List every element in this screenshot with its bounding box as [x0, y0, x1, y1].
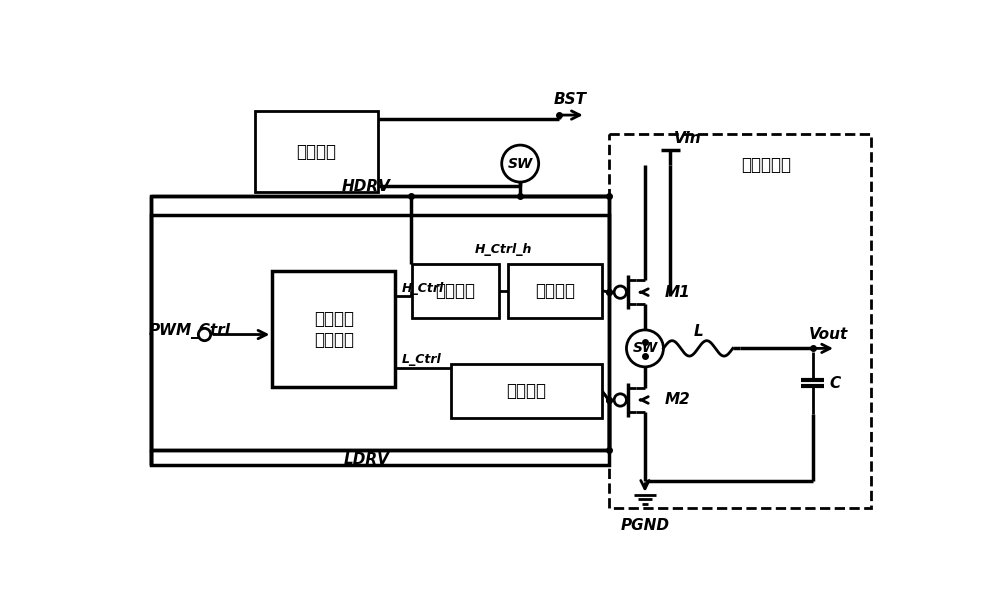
Text: SW: SW	[632, 341, 658, 355]
Text: 驱动增强: 驱动增强	[506, 382, 546, 400]
Text: SW: SW	[508, 156, 533, 170]
Bar	[609, 135, 871, 508]
Text: HDRV: HDRV	[342, 179, 391, 194]
Text: 驱动增强: 驱动增强	[535, 282, 575, 299]
Circle shape	[614, 286, 626, 298]
Text: C: C	[830, 376, 841, 390]
Text: L_Ctrl: L_Ctrl	[402, 353, 441, 367]
Text: Vout: Vout	[809, 327, 848, 342]
Circle shape	[502, 145, 539, 182]
Circle shape	[614, 394, 626, 406]
Bar	[151, 215, 609, 465]
Bar	[451, 364, 602, 418]
Bar	[272, 271, 395, 387]
Text: H_Ctrl: H_Ctrl	[402, 282, 444, 295]
Text: 电平移位: 电平移位	[436, 282, 476, 299]
Bar	[255, 112, 378, 192]
Text: BST: BST	[554, 92, 587, 107]
Bar	[508, 264, 602, 318]
Text: PWM_Ctrl: PWM_Ctrl	[149, 322, 231, 339]
Circle shape	[626, 330, 663, 367]
Text: 功率驱动级: 功率驱动级	[742, 156, 792, 174]
Text: L: L	[693, 324, 703, 339]
Text: M1: M1	[664, 285, 690, 300]
Circle shape	[198, 328, 211, 341]
Text: 自举电路: 自举电路	[296, 142, 336, 161]
Text: LDRV: LDRV	[343, 451, 389, 467]
Bar	[412, 264, 499, 318]
Bar	[151, 196, 609, 450]
Text: Vin: Vin	[674, 131, 702, 145]
Text: PGND: PGND	[620, 518, 669, 533]
Text: H_Ctrl_h: H_Ctrl_h	[475, 243, 532, 256]
Text: 驱动逻辑
控制电路: 驱动逻辑 控制电路	[314, 310, 354, 348]
Text: M2: M2	[664, 393, 690, 407]
